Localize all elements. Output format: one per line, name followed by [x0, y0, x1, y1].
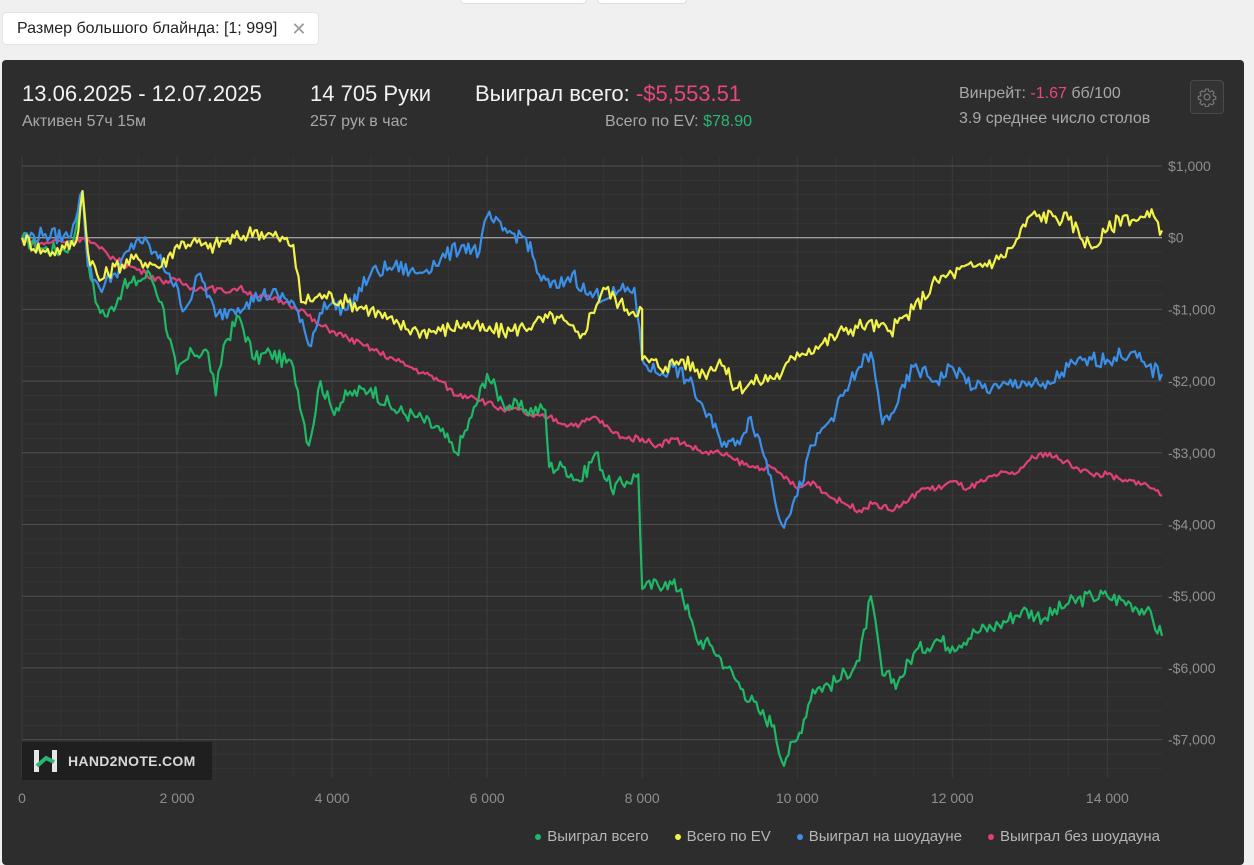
- won-total: Выиграл всего: -$5,553.51: [475, 81, 741, 107]
- x-axis: 0 2 000 4 000 6 000 8 000 10 000 12 000 14 000: [18, 790, 1129, 806]
- winrate: Винрейт: -1.67 бб/100: [959, 85, 1121, 103]
- series-line: [21, 190, 1164, 529]
- ev-total: Всего по EV: $78.90: [605, 113, 752, 131]
- logo-text: HAND2NOTE.COM: [68, 753, 196, 769]
- legend-label: Выиграл на шоудауне: [808, 828, 963, 845]
- x-tick-label: 6 000: [470, 790, 505, 806]
- line-chart: $1,000 $0 -$1,000 -$2,000 -$3,000 -$4,000 -$5,…: [18, 156, 1216, 806]
- active-time: Активен 57ч 15м: [22, 113, 146, 130]
- close-icon[interactable]: ✕: [291, 18, 307, 39]
- x-tick-label: 2 000: [160, 790, 195, 806]
- winrate-unit: бб/100: [1071, 85, 1121, 102]
- hands-per-hour: 257 рук в час: [310, 113, 408, 130]
- ev-total-label: Всего по EV:: [605, 113, 699, 130]
- series-line: [21, 235, 1163, 514]
- x-tick-label: 0: [18, 790, 26, 806]
- settings-button[interactable]: [1190, 80, 1224, 114]
- y-tick-label: -$2,000: [1168, 373, 1216, 389]
- y-axis: $1,000 $0 -$1,000 -$2,000 -$3,000 -$4,000 -$5,…: [1168, 158, 1216, 748]
- legend-label: Всего по EV: [686, 828, 771, 845]
- won-total-value: -$5,553.51: [635, 81, 742, 106]
- y-tick-label: -$7,000: [1168, 732, 1216, 748]
- hand2note-logo: HAND2NOTE.COM: [22, 742, 212, 780]
- legend-label: Выиграл без шоудауна: [1000, 828, 1160, 845]
- x-tick-label: 4 000: [315, 790, 350, 806]
- chart-legend: Выиграл всего Всего по EV Выиграл на шоуда…: [535, 828, 1160, 845]
- x-tick-label: 14 000: [1086, 790, 1129, 806]
- y-tick-label: -$3,000: [1168, 445, 1216, 461]
- x-tick-label: 10 000: [776, 790, 819, 806]
- filter-chip-label: Размер большого блайнда: [1; 999]: [17, 19, 278, 37]
- winrate-label: Винрейт:: [959, 85, 1026, 102]
- y-tick-label: -$5,000: [1168, 588, 1216, 604]
- grid: [21, 156, 1162, 778]
- filter-chip[interactable]: Размер большого блайнда: [1; 999] ✕: [3, 13, 319, 44]
- x-tick-label: 8 000: [625, 790, 660, 806]
- legend-item[interactable]: Выиграл без шоудауна: [988, 828, 1160, 845]
- series-lines: [20, 190, 1164, 768]
- legend-item[interactable]: Всего по EV: [674, 828, 771, 845]
- y-tick-label: $1,000: [1168, 158, 1211, 174]
- y-tick-label: $0: [1168, 230, 1184, 246]
- series-line: [20, 190, 1163, 395]
- won-total-label: Выиграл всего:: [475, 81, 630, 106]
- x-tick-label: 12 000: [931, 790, 974, 806]
- top-tab-stub[interactable]: [460, 0, 587, 4]
- y-tick-label: -$4,000: [1168, 517, 1216, 533]
- y-tick-label: -$1,000: [1168, 301, 1216, 317]
- series-line: [21, 190, 1164, 768]
- legend-label: Выиграл всего: [547, 828, 649, 845]
- top-tab-stub[interactable]: [597, 0, 687, 4]
- winrate-value: -1.67: [1030, 85, 1067, 102]
- gear-icon: [1197, 88, 1217, 107]
- date-range: 13.06.2025 - 12.07.2025: [22, 81, 262, 106]
- legend-item[interactable]: Выиграл всего: [535, 828, 649, 845]
- hands-count: 14 705 Руки: [310, 81, 431, 106]
- stats-panel: 13.06.2025 - 12.07.2025 Активен 57ч 15м …: [2, 60, 1244, 865]
- legend-dot-icon: [674, 833, 681, 840]
- h2n-logo-icon: [34, 750, 57, 772]
- y-tick-label: -$6,000: [1168, 660, 1216, 676]
- legend-dot-icon: [535, 833, 542, 840]
- avg-tables: 3.9 среднее число столов: [959, 110, 1151, 127]
- legend-dot-icon: [988, 833, 995, 840]
- legend-item[interactable]: Выиграл на шоудауне: [796, 828, 963, 845]
- legend-dot-icon: [796, 833, 803, 840]
- ev-total-value: $78.90: [703, 113, 752, 130]
- top-toolbar-stubs: [460, 0, 687, 4]
